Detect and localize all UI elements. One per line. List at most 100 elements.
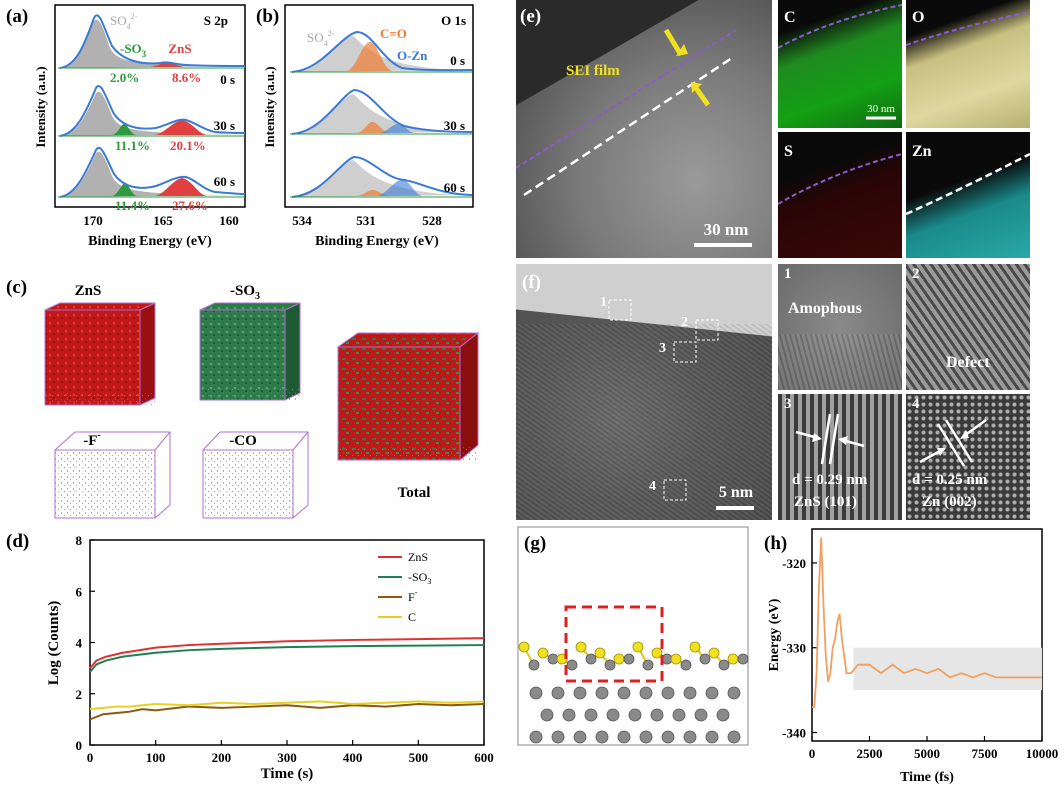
zn-atom xyxy=(650,708,664,722)
s-atom xyxy=(727,653,739,665)
zn-atom xyxy=(661,686,675,700)
zn-atom xyxy=(551,686,565,700)
zn-atom xyxy=(540,708,554,722)
zn-atom xyxy=(573,686,587,700)
zn-atom xyxy=(727,686,741,700)
zn-atom xyxy=(683,686,697,700)
panel-b: (b) O 1s Intensity (a.u.) Binding Energy… xyxy=(256,4,474,249)
xtick-a-1: 170 xyxy=(83,213,103,228)
time-a-60: 60 s xyxy=(214,174,235,189)
hrtem-image: (f) 1 2 3 4 5 nm xyxy=(516,264,772,520)
zn-atom xyxy=(547,653,559,665)
zn-atom xyxy=(528,659,540,671)
xtick-label: 7500 xyxy=(972,746,998,761)
eds-map-zn: Zn xyxy=(906,132,1030,258)
arrow-icon xyxy=(676,44,688,56)
structure-frame xyxy=(517,526,749,746)
zn-atom xyxy=(718,659,730,671)
roi-label-4: 4 xyxy=(649,479,656,494)
ytick-label: 2 xyxy=(76,687,83,702)
map-label-zn: Zn xyxy=(912,143,932,160)
xlabel-b: Binding Energy (eV) xyxy=(315,234,439,249)
total-label-c: Total xyxy=(398,485,431,501)
zn-atom xyxy=(529,686,543,700)
xtick-a-2: 165 xyxy=(153,213,173,228)
ytick-label: 0 xyxy=(76,738,83,753)
plot-frame-h xyxy=(811,528,1043,742)
xtick-label: 5000 xyxy=(914,746,940,761)
zn-atom xyxy=(699,653,711,665)
inset-num-1: 1 xyxy=(784,266,792,282)
inset-zn-lattice: 4 d = 0.25 nm Zn (002) xyxy=(906,394,1030,520)
s-atom xyxy=(708,647,720,659)
eds-map-s: S xyxy=(778,132,902,258)
spectrum-b-60s xyxy=(290,155,473,198)
inset-zns-lattice: 3 d = 0.29 nm ZnS (101) xyxy=(778,394,902,520)
map-label-c: C xyxy=(784,9,796,26)
zn-atom xyxy=(595,686,609,700)
haadf-image: SEI film 30 nm (e) xyxy=(516,0,772,258)
eds-map-o: O xyxy=(906,0,1030,128)
f-cube xyxy=(54,431,171,519)
xtick-label: 300 xyxy=(277,750,297,765)
s-atom xyxy=(632,641,644,653)
panel-g-label: (g) xyxy=(524,533,546,554)
s-atom xyxy=(651,647,663,659)
ytick-label: 6 xyxy=(76,584,83,599)
roi-label-2: 2 xyxy=(681,315,688,330)
ytick-label: 8 xyxy=(76,533,83,548)
zn-atom xyxy=(573,730,587,744)
zn-atom xyxy=(584,708,598,722)
roi-box-2 xyxy=(695,319,719,341)
sei-inner-boundary xyxy=(523,56,733,197)
panel-f-label: (f) xyxy=(522,272,541,293)
zns-pct-60: 27.6% xyxy=(172,198,208,213)
panel-h-chart: (h) Energy (eV) Time (fs) 0 2500 5000 7500 1… xyxy=(764,528,1058,785)
zn-atom xyxy=(694,708,708,722)
plot-frame-b xyxy=(284,4,474,208)
so3-cube xyxy=(199,302,301,401)
spectrum-b-30s xyxy=(290,88,473,135)
highlight-box xyxy=(564,605,664,683)
arrow-icon xyxy=(693,86,711,107)
ytick-label: -320 xyxy=(782,556,806,571)
sei-outer-boundary xyxy=(516,29,737,169)
panel-g: (g) xyxy=(517,526,749,746)
md-structure xyxy=(518,641,749,744)
o1s-title: O 1s xyxy=(441,13,466,28)
so3-label-a: -SO3 xyxy=(120,41,147,59)
zn-atom xyxy=(639,730,653,744)
xtick-b-3: 528 xyxy=(422,213,442,228)
zn-atom xyxy=(617,686,631,700)
so3-pct-60: 11.4% xyxy=(115,198,150,213)
panel-c-label: (c) xyxy=(6,277,27,298)
zn-atom xyxy=(683,730,697,744)
ylabel-d: Log (Counts) xyxy=(46,601,62,686)
s-atom xyxy=(670,653,682,665)
roi-box-4 xyxy=(663,479,687,501)
equilibrium-band xyxy=(853,647,1042,691)
arrow-icon xyxy=(691,82,702,93)
so4-label-a: SO42- xyxy=(110,12,138,31)
arrow-icon xyxy=(663,28,684,57)
xtick-a-3: 160 xyxy=(219,213,239,228)
defect-label: Defect xyxy=(946,354,990,371)
zn-atom xyxy=(529,730,543,744)
so3-pct-30: 11.1% xyxy=(115,138,150,153)
roi-label-3: 3 xyxy=(659,341,666,356)
zn-atom xyxy=(680,659,692,671)
series-line-1 xyxy=(89,644,485,673)
inset-num-3: 3 xyxy=(784,396,792,412)
s-atom xyxy=(613,653,625,665)
scale-label-f: 5 nm xyxy=(719,484,754,501)
arrow-icon xyxy=(963,418,987,438)
zn-atom xyxy=(566,659,578,671)
spectrum-a-60s xyxy=(58,147,246,198)
legend-label: ZnS xyxy=(408,550,428,564)
zn-atom xyxy=(737,653,749,665)
inset-amorphous: 1 Amophous xyxy=(778,264,902,390)
xtick-label: 200 xyxy=(212,750,232,765)
zn-atom xyxy=(705,686,719,700)
xtick-label: 2500 xyxy=(857,746,883,761)
zn-atom xyxy=(617,730,631,744)
